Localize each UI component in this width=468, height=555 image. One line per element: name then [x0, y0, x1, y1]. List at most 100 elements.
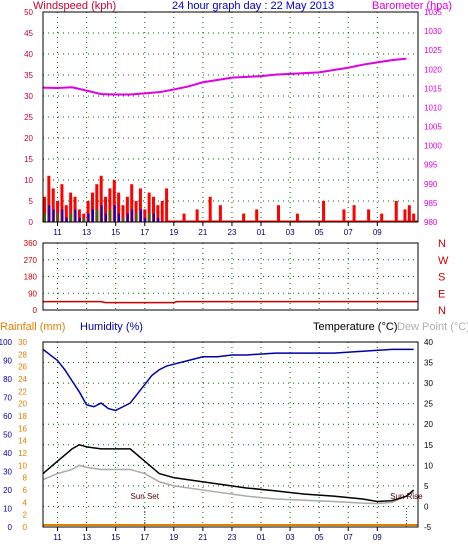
- gust-bar: [412, 213, 416, 222]
- gust-bar: [130, 184, 134, 222]
- x-tick-label: 13: [82, 533, 91, 542]
- gust-bar: [99, 175, 103, 222]
- gust-bar: [403, 209, 407, 222]
- avg-bar: [61, 209, 64, 222]
- x-tick-label: 17: [140, 228, 149, 237]
- x-tick-label: 23: [228, 228, 237, 237]
- x-tick-label: 23: [228, 533, 237, 542]
- humidity-axis-label: 100: [0, 338, 13, 347]
- wind-axis-label: 50: [24, 8, 33, 17]
- rain-axis-label: 2: [23, 511, 28, 520]
- avg-bar: [153, 213, 156, 222]
- x-tick-label: 09: [373, 228, 382, 237]
- baro-axis-label: 980: [424, 218, 438, 227]
- rain-axis-label: 8: [23, 474, 28, 483]
- humidity-axis-label: 40: [3, 449, 12, 458]
- gust-bar: [104, 196, 108, 222]
- rain-axis-label: 22: [18, 387, 27, 396]
- direction-axis-label: 270: [24, 256, 38, 265]
- humidity-axis-label: 50: [3, 431, 12, 440]
- avg-bar: [135, 213, 138, 222]
- humidity-axis-label: 0: [8, 523, 13, 532]
- baro-axis-label: 990: [424, 180, 438, 189]
- gust-bar: [86, 201, 90, 222]
- gust-bar: [218, 205, 222, 222]
- x-tick-label: 21: [198, 533, 207, 542]
- avg-bar: [48, 205, 51, 222]
- temp-axis-label: 40: [424, 338, 433, 347]
- direction-axis-label: 0: [33, 306, 38, 315]
- avg-bar: [100, 205, 103, 222]
- sunset-label: Sun Set: [131, 492, 160, 501]
- compass-label: W: [438, 255, 449, 267]
- gust-bar: [277, 205, 281, 222]
- gust-bar: [342, 209, 346, 222]
- gust-bar: [64, 205, 68, 222]
- temperature-label: Temperature (°C): [313, 321, 398, 333]
- wind-axis-label: 35: [24, 71, 33, 80]
- gust-bar: [138, 188, 142, 222]
- baro-axis-label: 1025: [424, 46, 442, 55]
- rain-axis-label: 26: [18, 363, 27, 372]
- humidity-axis-label: 60: [3, 412, 12, 421]
- x-tick-label: 11: [53, 533, 62, 542]
- x-tick-label: 09: [373, 533, 382, 542]
- avg-bar: [91, 209, 94, 222]
- direction-axis-label: 360: [24, 239, 38, 248]
- rain-axis-label: 20: [18, 400, 27, 409]
- rain-axis-label: 28: [18, 350, 27, 359]
- baro-axis-label: 985: [424, 199, 438, 208]
- dewpoint-label: Dew Point (°C): [397, 321, 468, 333]
- rainfall-label: Rainfall (mm): [0, 321, 66, 333]
- humidity-axis-label: 70: [3, 394, 12, 403]
- x-tick-label: 19: [169, 228, 178, 237]
- dewpoint-line: [42, 464, 415, 505]
- temp-axis-label: 0: [424, 502, 429, 511]
- gust-bar: [195, 209, 199, 222]
- x-tick-label: 07: [344, 228, 353, 237]
- baro-axis-label: 1030: [424, 27, 442, 36]
- rain-axis-label: 14: [18, 437, 27, 446]
- baro-axis-label: 1010: [424, 103, 442, 112]
- temp-axis-label: 15: [424, 441, 433, 450]
- avg-bar: [122, 217, 125, 222]
- gust-bar: [255, 209, 259, 222]
- temp-axis-label: 25: [424, 400, 433, 409]
- x-tick-label: 05: [315, 533, 324, 542]
- plot-frame: [42, 242, 419, 311]
- avg-bar: [105, 213, 108, 222]
- avg-bar: [113, 205, 116, 222]
- avg-bar: [148, 213, 151, 222]
- gust-bar: [125, 196, 129, 222]
- avg-bar: [118, 213, 121, 222]
- direction-line: [43, 300, 418, 304]
- gust-bar: [407, 205, 411, 222]
- x-tick-label: 13: [82, 228, 91, 237]
- avg-bar: [44, 213, 46, 222]
- wind-axis-label: 45: [24, 29, 33, 38]
- gust-bar: [43, 196, 46, 222]
- x-tick-label: 07: [344, 533, 353, 542]
- wind-axis-label: 40: [24, 50, 33, 59]
- x-tick-label: 11: [53, 228, 62, 237]
- barometer-line: [42, 57, 407, 96]
- gust-bar: [47, 175, 51, 222]
- avg-bar: [78, 217, 81, 222]
- rain-axis-label: 4: [23, 498, 28, 507]
- avg-bar: [65, 217, 68, 222]
- rain-axis-label: 30: [18, 338, 27, 347]
- avg-bar: [70, 213, 73, 222]
- gust-bar: [69, 192, 73, 222]
- barometer-label: Barometer (hpa): [372, 0, 453, 12]
- gust-bar: [208, 196, 212, 222]
- plot-frame: [42, 341, 419, 528]
- gust-bar: [90, 192, 94, 222]
- avg-bar: [83, 217, 86, 222]
- rain-axis-label: 0: [23, 523, 28, 532]
- gust-bar: [77, 209, 81, 222]
- x-tick-label: 01: [257, 228, 266, 237]
- rain-axis-label: 16: [18, 424, 27, 433]
- humidity-label: Humidity (%): [80, 321, 143, 333]
